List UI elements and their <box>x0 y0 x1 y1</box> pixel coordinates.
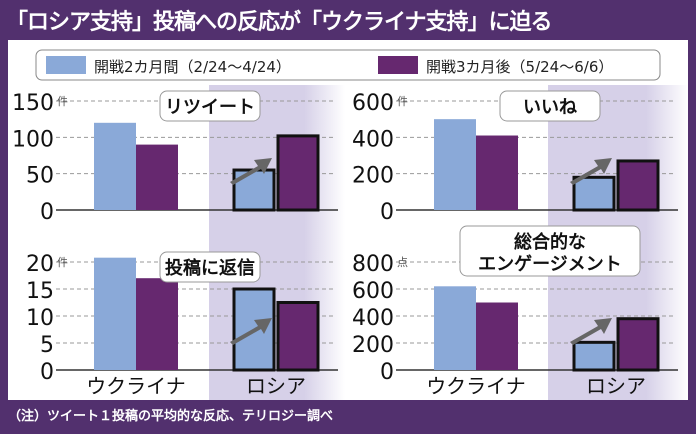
unit-label: 点 <box>397 256 408 269</box>
increase-arrow-icon <box>570 158 612 185</box>
legend-swatch <box>378 56 418 74</box>
legend-label: 開戦3カ月後（5/24〜6/6） <box>426 58 613 76</box>
footnote: （注）ツイート１投稿の平均的な反応、テリロジー調べ <box>8 409 334 424</box>
x-tick-label: ウクライナ <box>86 374 186 398</box>
subchart-title: エンゲージメント <box>478 253 622 275</box>
bar <box>434 286 476 370</box>
increase-arrow-icon <box>230 158 272 185</box>
legend-swatch <box>46 56 86 74</box>
bar <box>434 119 476 210</box>
y-tick-label: 400 <box>352 306 394 331</box>
subchart-title-box <box>499 90 601 122</box>
subchart-title: いいね <box>523 97 577 118</box>
x-tick-label: ロシア <box>586 374 646 398</box>
y-tick-label: 15 <box>26 279 54 304</box>
subchart-title-box <box>459 225 641 277</box>
bar <box>94 122 136 210</box>
bar <box>572 340 616 372</box>
bar <box>94 257 136 370</box>
bar <box>276 301 320 372</box>
x-tick-label: ウクライナ <box>426 374 526 398</box>
unit-label: 件 <box>397 95 408 108</box>
y-tick-label: 600 <box>352 279 394 304</box>
y-tick-label: 100 <box>12 127 54 152</box>
y-tick-label: 10 <box>26 306 54 331</box>
increase-arrow-icon <box>230 318 272 345</box>
y-tick-label: 600 <box>352 91 394 116</box>
bar <box>232 168 276 212</box>
chart-title: 「ロシア支持」投稿への反応が「ウクライナ支持」に迫る <box>6 10 553 35</box>
y-tick-label: 400 <box>352 127 394 152</box>
y-tick-label: 5 <box>40 333 54 358</box>
x-tick-label: ロシア <box>246 374 306 398</box>
y-tick-label: 20 <box>26 252 54 277</box>
bar <box>616 317 660 372</box>
y-tick-label: 0 <box>380 360 394 385</box>
bar <box>136 278 178 370</box>
bar <box>136 144 178 210</box>
bar <box>476 302 518 370</box>
subchart-title-box <box>159 90 261 122</box>
y-tick-label: 200 <box>352 164 394 189</box>
bar <box>276 134 320 212</box>
unit-label: 件 <box>57 95 68 108</box>
y-tick-label: 50 <box>26 164 54 189</box>
y-tick-label: 200 <box>352 333 394 358</box>
bar <box>476 135 518 210</box>
subchart-title: リツイート <box>165 97 255 118</box>
legend-label: 開戦2カ月間（2/24〜4/24） <box>94 58 291 76</box>
y-tick-label: 0 <box>40 360 54 385</box>
legend-box <box>35 49 661 81</box>
increase-arrow-icon <box>570 318 612 345</box>
unit-label: 件 <box>57 256 68 269</box>
subchart-title: 総合的な <box>514 231 586 253</box>
bar <box>572 175 616 212</box>
y-tick-label: 0 <box>380 200 394 225</box>
y-tick-label: 0 <box>40 200 54 225</box>
subchart-title: 投稿に返信 <box>165 257 255 279</box>
subchart-title-box <box>159 251 261 283</box>
y-tick-label: 150 <box>12 91 54 116</box>
y-tick-label: 800 <box>352 252 394 277</box>
bar <box>616 159 660 212</box>
